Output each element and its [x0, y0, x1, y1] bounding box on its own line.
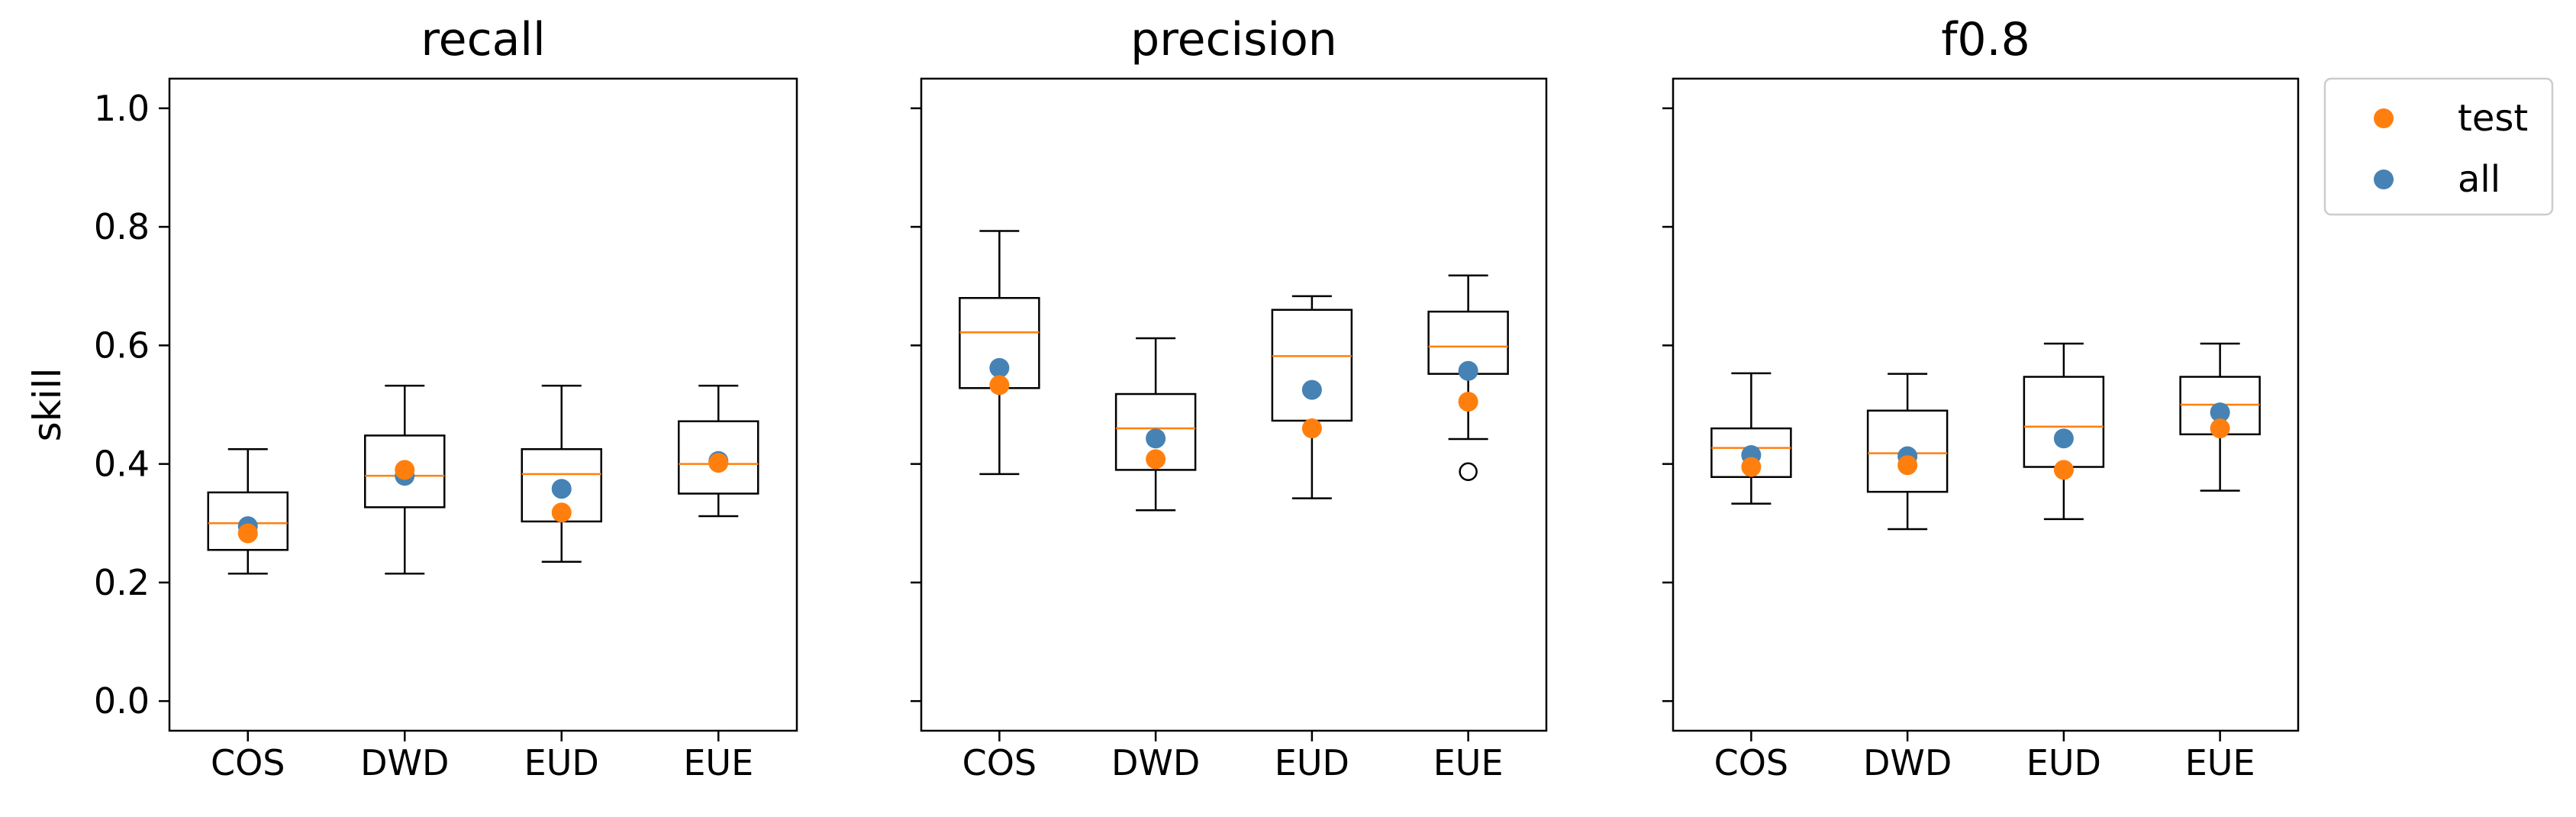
- box-eud: [521, 384, 602, 563]
- legend-marker-all: [2374, 170, 2394, 189]
- panel-title: precision: [1130, 13, 1337, 66]
- y-tick-label: 0.8: [94, 206, 150, 247]
- all-point: [1458, 360, 1478, 381]
- all-point: [551, 479, 572, 499]
- test-point: [237, 523, 258, 544]
- box-cos: [959, 230, 1040, 476]
- outlier-point: [1459, 462, 1478, 481]
- box-eue: [1427, 274, 1509, 481]
- x-tick-label: COS: [211, 742, 285, 783]
- all-point: [1301, 379, 1322, 400]
- test-point: [1741, 457, 1762, 477]
- x-tick-label: DWD: [1111, 742, 1200, 783]
- panel-2: f0.8 COS DWD EUD EUE: [1662, 13, 2300, 783]
- x-tick-label: EUD: [2026, 742, 2101, 783]
- y-tick-label: 0.4: [94, 444, 150, 485]
- y-tick-label: 0.0: [94, 680, 150, 722]
- axes-frame: [1672, 77, 2300, 732]
- x-tick-label: COS: [962, 742, 1037, 783]
- y-tick-label: 0.2: [94, 562, 150, 603]
- panel-title: recall: [421, 13, 545, 66]
- panel-title: f0.8: [1941, 13, 2030, 66]
- all-point: [1146, 428, 1166, 449]
- box-dwd: [1114, 337, 1197, 512]
- test-point: [2210, 418, 2230, 439]
- x-tick-label: DWD: [1863, 742, 1952, 783]
- iqr-box: [1866, 409, 1949, 493]
- x-tick-label: EUD: [1275, 742, 1349, 783]
- panel-0: recall 0.0 0.2 0.4 0.6 0.8 1.0 COS DWD EUD EUE: [94, 13, 798, 783]
- test-point: [1458, 392, 1478, 412]
- x-tick-label: EUE: [683, 742, 753, 783]
- panel-1: precision COS DWD EUD EUE: [911, 13, 1548, 783]
- iqr-box: [1710, 427, 1792, 478]
- x-tick-label: EUE: [2185, 742, 2255, 783]
- box-cos: [1710, 372, 1792, 505]
- iqr-box: [207, 491, 289, 551]
- test-point: [395, 460, 415, 480]
- legend-marker-test: [2374, 108, 2394, 128]
- iqr-box: [1114, 392, 1197, 471]
- test-point: [1301, 418, 1322, 439]
- test-point: [708, 453, 729, 473]
- iqr-box: [678, 420, 759, 495]
- x-tick-label: COS: [1714, 742, 1789, 783]
- iqr-box: [364, 434, 446, 509]
- box-cos: [207, 447, 289, 575]
- axes-frame: [168, 77, 798, 732]
- x-tick-label: EUE: [1433, 742, 1504, 783]
- y-tick-label: 1.0: [94, 88, 150, 129]
- box-eud: [2023, 342, 2105, 521]
- legend-label: all: [2458, 158, 2500, 201]
- test-point: [1146, 449, 1166, 470]
- box-dwd: [1866, 373, 1949, 531]
- iqr-box: [2023, 376, 2105, 468]
- iqr-box: [1271, 308, 1353, 422]
- test-point: [551, 502, 572, 523]
- box-eue: [2179, 342, 2261, 492]
- test-point: [2053, 460, 2074, 480]
- box-dwd: [364, 384, 446, 575]
- legend: test all: [2323, 77, 2554, 216]
- y-axis-label: skill: [25, 368, 69, 442]
- x-tick-label: DWD: [360, 742, 449, 783]
- y-tick-label: 0.6: [94, 325, 150, 366]
- box-eud: [1271, 295, 1353, 499]
- axes-frame: [920, 77, 1548, 732]
- test-point: [1897, 455, 1918, 476]
- all-point: [989, 357, 1010, 378]
- test-point: [989, 375, 1010, 396]
- all-point: [2210, 402, 2230, 423]
- x-tick-label: EUD: [524, 742, 599, 783]
- legend-label: test: [2458, 97, 2528, 140]
- all-point: [2053, 428, 2074, 449]
- box-eue: [678, 384, 759, 518]
